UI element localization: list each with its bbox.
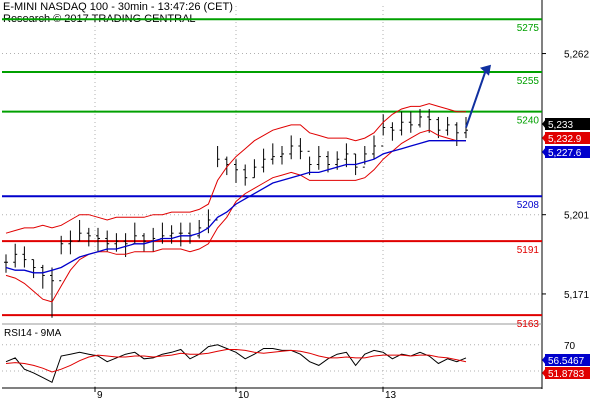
price-tag-pointer (542, 147, 546, 157)
moving-average-line (5, 140, 466, 274)
price-tag-ma: 5,227.6 (542, 146, 590, 159)
rsi-tag-box (545, 354, 590, 366)
level-label-5255: 5255 (517, 76, 540, 87)
x-tick-label: 13 (385, 390, 397, 400)
level-label-5191: 5191 (517, 245, 540, 256)
level-label-5163: 5163 (517, 319, 540, 330)
rsi-tag-pointer (542, 368, 546, 378)
y-tick-label: 5,171 (564, 290, 589, 301)
bollinger-lower-line (5, 129, 466, 303)
price-tag-box (545, 146, 590, 158)
rsi-title: RSI14 - 9MA (4, 328, 62, 339)
rsi-tick-label: 70 (564, 341, 576, 352)
price-tag-pointer (542, 133, 546, 143)
level-label-5208: 5208 (517, 200, 540, 211)
level-label-5275: 5275 (517, 23, 540, 34)
x-tick-label: 9 (97, 390, 103, 400)
price-tag-price: 5,233 (542, 118, 590, 131)
rsi-ma-line (5, 349, 467, 373)
rsi-tag-pointer (542, 355, 546, 365)
rsi-tag-1: 51.8783 (542, 367, 590, 380)
bollinger-upper-line (5, 103, 466, 234)
rsi-line (5, 344, 467, 384)
y-tick-label: 5,201 (564, 211, 589, 222)
price-tag-box (545, 132, 590, 144)
price-tag-pointer (542, 119, 546, 129)
chart-title: E-MINI NASDAQ 100 - 30min - 13:47:26 (CE… (3, 1, 233, 13)
forecast-arrow-head (480, 64, 491, 76)
level-label-5240: 5240 (517, 116, 540, 127)
y-tick-label: 5,262 (564, 50, 589, 61)
rsi-tag-label: 56.5467 (548, 356, 585, 367)
price-tag-box (545, 118, 590, 130)
rsi-tag-box (545, 367, 590, 379)
forecast-arrow-shaft (465, 69, 487, 128)
rsi-tag-label: 51.8783 (548, 369, 585, 380)
rsi-tag-0: 56.5467 (542, 354, 590, 367)
x-tick-label: 10 (238, 390, 250, 400)
price-tag-bollinger: 5,232.9 (542, 132, 590, 145)
price-tag-label: 5,233 (548, 120, 573, 131)
price-tag-label: 5,232.9 (548, 134, 582, 145)
price-tag-label: 5,227.6 (548, 148, 582, 159)
